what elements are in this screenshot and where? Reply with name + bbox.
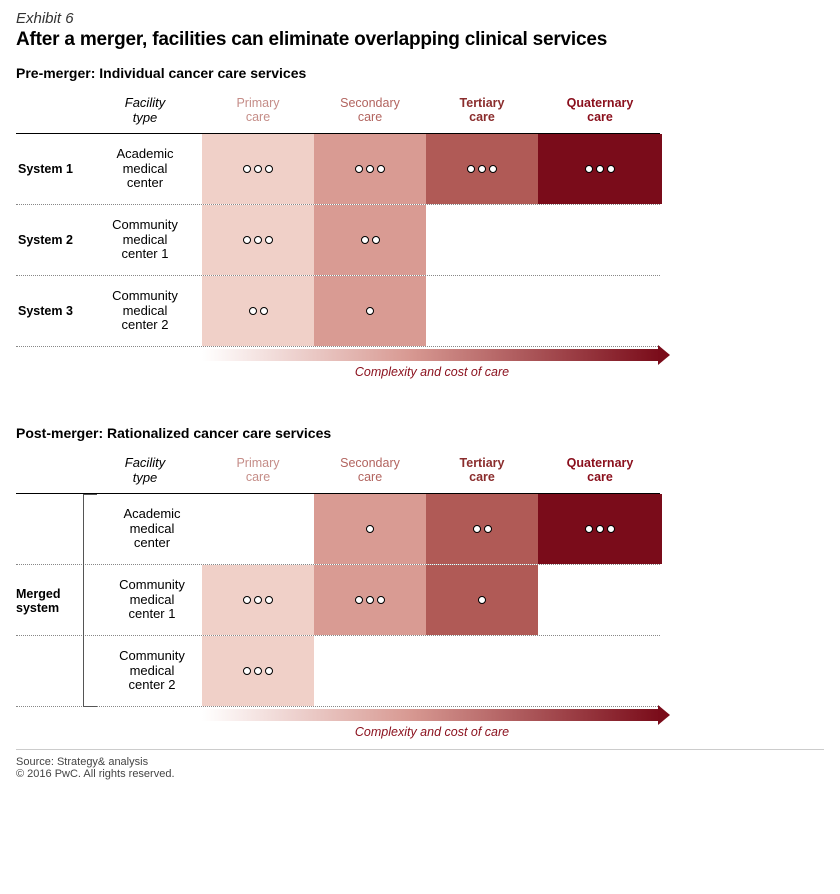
exhibit-label: Exhibit 6 [16,10,824,27]
facility-label: Communitymedicalcenter 2 [88,276,202,346]
cell-secondary [314,494,426,564]
cell-secondary [314,276,426,346]
cell-primary [202,276,314,346]
pre-row-1: System 1 Academicmedicalcenter [16,134,824,204]
cell-tertiary [426,205,538,275]
cell-primary [202,205,314,275]
cell-quaternary [538,205,662,275]
cell-quaternary [538,636,662,706]
cell-tertiary [426,276,538,346]
footer-copyright: © 2016 PwC. All rights reserved. [16,768,824,780]
facility-label: Communitymedicalcenter 2 [88,636,202,706]
cell-quaternary [538,134,662,204]
col-head-primary: Primarycare [202,449,314,493]
cell-secondary [314,565,426,635]
system-label: System 3 [18,304,73,318]
col-head-primary: Primarycare [202,89,314,133]
pre-row-3: System 3 Communitymedicalcenter 2 [16,276,824,346]
pre-row-2: System 2 Communitymedicalcenter 1 [16,205,824,275]
cell-tertiary [426,565,538,635]
facility-label: Communitymedicalcenter 1 [88,205,202,275]
footer-source: Source: Strategy& analysis [16,756,824,768]
complexity-gradient [202,349,660,361]
post-row-2: Communitymedicalcenter 1 [16,565,824,635]
col-head-secondary: Secondarycare [314,89,426,133]
cell-primary [202,134,314,204]
complexity-gradient [202,709,660,721]
facility-label: Academicmedicalcenter [88,494,202,564]
panel-post: FacilitytypePrimarycareSecondarycareTert… [16,449,824,739]
complexity-caption: Complexity and cost of care [202,365,662,379]
system-label: System 2 [18,233,73,247]
cell-tertiary [426,134,538,204]
col-head-quaternary: Quaternarycare [538,89,662,133]
facility-label: Communitymedicalcenter 1 [88,565,202,635]
panel-pre: FacilitytypePrimarycareSecondarycareTert… [16,89,824,379]
cell-tertiary [426,636,538,706]
cell-secondary [314,205,426,275]
post-section-title: Post-merger: Rationalized cancer care se… [16,425,824,441]
cell-secondary [314,636,426,706]
cell-primary [202,636,314,706]
page-title: After a merger, facilities can eliminate… [16,29,824,51]
col-head-quaternary: Quaternarycare [538,449,662,493]
cell-secondary [314,134,426,204]
col-head-facility: Facilitytype [88,89,202,133]
col-head-tertiary: Tertiarycare [426,89,538,133]
complexity-caption: Complexity and cost of care [202,725,662,739]
cell-quaternary [538,494,662,564]
facility-label: Academicmedicalcenter [88,134,202,204]
cell-tertiary [426,494,538,564]
post-row-1: Academicmedicalcenter [16,494,824,564]
cell-primary [202,494,314,564]
col-head-secondary: Secondarycare [314,449,426,493]
post-row-3: Communitymedicalcenter 2 [16,636,824,706]
col-head-tertiary: Tertiarycare [426,449,538,493]
system-label: System 1 [18,162,73,176]
pre-section-title: Pre-merger: Individual cancer care servi… [16,65,824,81]
cell-quaternary [538,276,662,346]
footer: Source: Strategy& analysis © 2016 PwC. A… [16,749,824,780]
cell-quaternary [538,565,662,635]
cell-primary [202,565,314,635]
col-head-facility: Facilitytype [88,449,202,493]
